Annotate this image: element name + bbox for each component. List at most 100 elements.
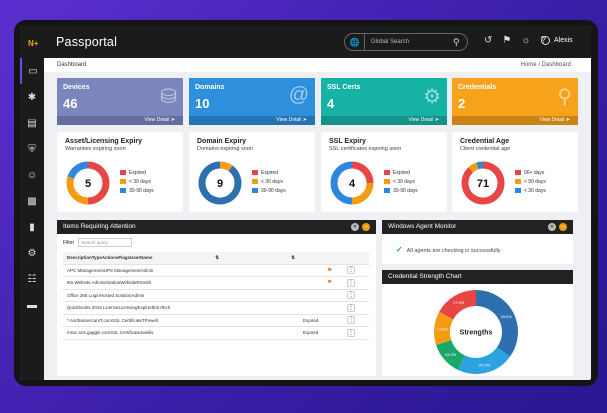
kebab-menu-icon[interactable]: ⋮ — [347, 266, 355, 275]
globe-icon[interactable]: 🌐 — [345, 34, 365, 50]
view-detail-text: View Detail — [144, 117, 170, 123]
donut-segment[interactable] — [461, 161, 505, 205]
agent-status: ✓ All agents are checking in successfully — [396, 245, 501, 254]
legend-swatch — [515, 188, 521, 193]
column-header — [323, 252, 343, 265]
donut-segment[interactable] — [468, 162, 479, 173]
sort-icon[interactable]: ⇅ — [215, 254, 219, 260]
credentials-card[interactable]: Credentials 2 ⚲ View Detail ➤ — [452, 78, 578, 125]
panel-subtitle: Domains expiring soon — [197, 146, 253, 152]
panel-header: Credential Strength Chart — [382, 270, 573, 284]
logo[interactable]: N+ — [28, 35, 50, 49]
table-row[interactable]: mssc.sns.gaggle.comSSL CertificateJweili… — [63, 326, 369, 340]
donut-segment[interactable] — [219, 161, 233, 172]
sort-icon[interactable]: ⇅ — [291, 254, 295, 260]
card-label: Credentials — [458, 84, 497, 91]
lock-icon[interactable]: ▩ — [27, 195, 37, 207]
user-menu[interactable]: Alexis — [541, 36, 573, 45]
minimize-icon[interactable]: – — [362, 223, 370, 231]
legend-swatch — [515, 170, 521, 175]
id-card-icon[interactable]: ▤ — [27, 117, 37, 129]
kebab-menu-icon[interactable]: ⋮ — [347, 328, 355, 337]
at-icon: @ — [288, 84, 309, 106]
legend-label: 30-90 days — [393, 187, 418, 194]
donut-segment[interactable] — [476, 161, 484, 170]
history-icon[interactable]: ↺ — [484, 35, 493, 46]
user-icon[interactable]: ☺ — [26, 169, 38, 181]
devices-card[interactable]: Devices 46 ⛁ View Detail ➤ — [57, 78, 183, 125]
row-status — [299, 264, 323, 277]
global-search[interactable]: 🌐 Global Search ⚲ — [344, 33, 468, 51]
shield-icon[interactable]: ⛨ — [28, 143, 36, 155]
row-description: mssc.sns.gaggle.comSSL CertificateJweili… — [63, 326, 223, 340]
card-label: SSL Certs — [327, 84, 361, 91]
monitor-icon[interactable]: ▭ — [20, 58, 44, 84]
table-row[interactable]: Quickbooks 2018 LicenseLicensingExpiredE… — [63, 301, 369, 315]
panel-title: SSL Expiry — [329, 138, 366, 145]
kebab-menu-icon[interactable]: ⋮ — [347, 316, 355, 325]
minimize-icon[interactable]: – — [559, 223, 567, 231]
legend: Expired < 30 days 30-90 days — [120, 168, 154, 195]
view-detail-text: View Detail — [276, 117, 302, 123]
row-status — [299, 276, 323, 290]
column-header[interactable]: ⇅ — [223, 252, 299, 265]
search-icon[interactable]: ⚲ — [453, 36, 460, 47]
bell-icon[interactable]: ⚑ — [502, 35, 512, 46]
donut-segment[interactable] — [66, 176, 89, 205]
kebab-menu-icon[interactable]: ⋮ — [347, 278, 355, 287]
view-detail-link[interactable]: View Detail ➤ — [57, 116, 183, 125]
agent-status-text: All agents are checking in successfully — [406, 248, 501, 254]
gear-icon[interactable]: ⚙ — [27, 247, 37, 259]
table-header-row: DescriptionTypeActionsFlagsUserName ⇅ ⇅ — [63, 252, 369, 265]
strength-slice[interactable] — [475, 290, 518, 357]
view-detail-link[interactable]: View Detail ➤ — [452, 116, 578, 125]
strength-slice[interactable] — [439, 290, 477, 320]
asterisk-icon[interactable]: ✱ — [27, 91, 37, 103]
logo-text: N — [28, 39, 34, 48]
view-detail-link[interactable]: View Detail ➤ — [189, 116, 315, 125]
bar-chart-icon[interactable]: ▮ — [29, 221, 35, 233]
close-icon[interactable]: ✕ — [351, 223, 359, 231]
network-icon[interactable]: ☷ — [27, 273, 37, 285]
lightbulb-icon[interactable]: ☼ — [521, 35, 531, 46]
donut-segment[interactable] — [198, 161, 242, 205]
table-row[interactable]: APC ManagementUPS ManagementAdmin ⚑ ⋮ — [63, 264, 369, 277]
row-description: *.northamericanIT.comSSL CertificateTPow… — [63, 314, 223, 327]
strength-donut-chart: 35.0% 22.0% 13.0% 13.0% 17.0% Strengths — [434, 290, 518, 374]
donut-segment[interactable] — [351, 182, 374, 205]
panel-title: Credential Age — [460, 138, 510, 145]
table-row[interactable]: *.northamericanIT.comSSL CertificateTPow… — [63, 314, 369, 327]
strength-slice[interactable] — [458, 346, 510, 374]
donut-segment[interactable] — [87, 161, 110, 205]
breadcrumb[interactable]: Home / Dashboard — [520, 62, 571, 68]
strength-slice[interactable] — [436, 339, 466, 371]
legend-label: < 30 days — [129, 178, 151, 185]
breadcrumb-bar: Dashboard Home / Dashboard — [44, 58, 591, 72]
row-status — [299, 301, 323, 315]
row-description: Quickbooks 2018 LicenseLicensingExpiredE… — [63, 301, 223, 315]
kebab-menu-icon[interactable]: ⋮ — [347, 303, 355, 312]
column-header[interactable]: DescriptionTypeActionsFlagsUserName ⇅ — [63, 252, 223, 265]
table-row[interactable]: Office 365 LoginHosted SolutionAdmin ⋮ — [63, 289, 369, 302]
flag-icon[interactable]: ⚑ — [323, 276, 343, 290]
domains-card[interactable]: Domains 10 @ View Detail ➤ — [189, 78, 315, 125]
credit-card-icon[interactable]: ▬ — [27, 299, 37, 311]
kebab-menu-icon[interactable]: ⋮ — [347, 291, 355, 300]
column-header — [299, 252, 323, 265]
ssl-certs-card[interactable]: SSL Certs 4 ⚙ View Detail ➤ — [321, 78, 447, 125]
donut-segment[interactable] — [67, 161, 89, 179]
donut-segment[interactable] — [351, 161, 374, 184]
cert-gear-icon: ⚙ — [423, 86, 441, 108]
table-row[interactable]: 8to Website AdministrationWebsiteRSmith … — [63, 276, 369, 290]
donut-segment[interactable] — [330, 161, 353, 205]
strength-slice[interactable] — [434, 311, 454, 345]
flag-icon[interactable]: ⚑ — [323, 264, 343, 277]
slice-value-label: 13.0% — [445, 352, 457, 357]
sidebar: ▭ ✱ ▤ ⛨ ☺ ▩ ▮ ⚙ ☷ ▬ — [20, 58, 44, 380]
slice-value-label: 17.0% — [453, 300, 465, 305]
search-input[interactable]: Global Search — [371, 39, 410, 45]
filter-input[interactable]: Search query — [78, 238, 133, 247]
column-header — [343, 252, 369, 265]
view-detail-link[interactable]: View Detail ➤ — [321, 116, 447, 125]
close-icon[interactable]: ✕ — [548, 223, 556, 231]
